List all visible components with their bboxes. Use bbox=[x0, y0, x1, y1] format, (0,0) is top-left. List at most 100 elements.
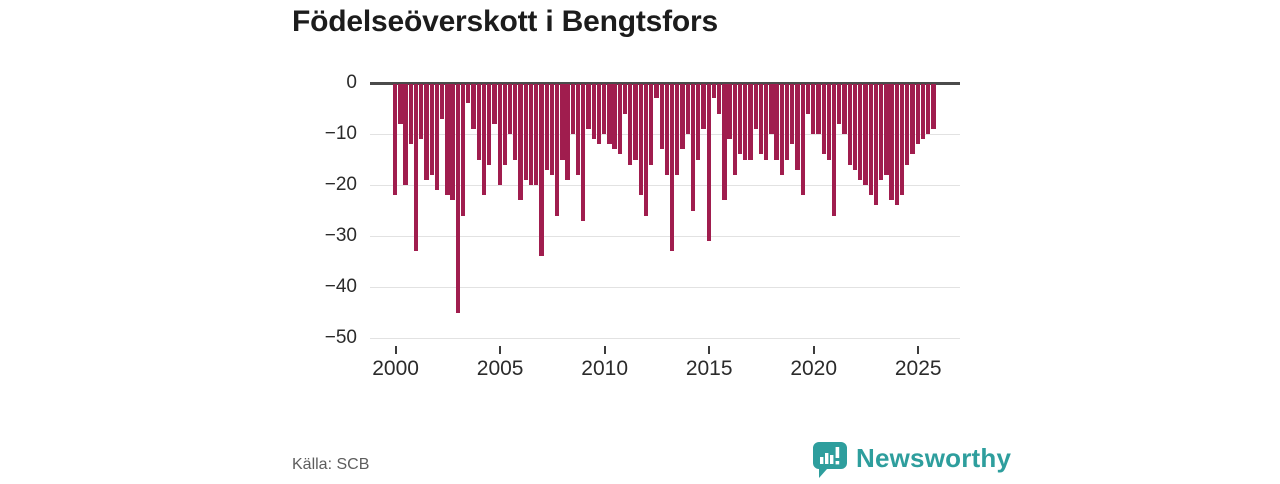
x-axis-tick-mark bbox=[708, 346, 711, 354]
bar bbox=[507, 84, 513, 134]
bar bbox=[706, 84, 711, 242]
x-axis-tick-mark bbox=[394, 346, 397, 354]
bar bbox=[727, 84, 732, 140]
bar bbox=[460, 84, 466, 216]
bar bbox=[873, 84, 879, 206]
bar bbox=[795, 84, 800, 170]
bar bbox=[879, 84, 884, 180]
zero-axis-line bbox=[370, 81, 960, 85]
bar bbox=[607, 84, 612, 145]
bar bbox=[455, 84, 460, 313]
y-gridline bbox=[370, 287, 960, 288]
bar bbox=[581, 84, 586, 221]
bar bbox=[419, 84, 424, 140]
x-axis-tick-label: 2025 bbox=[894, 357, 942, 380]
y-axis-tick-label: −30 bbox=[324, 225, 357, 246]
bar bbox=[837, 84, 842, 124]
bar bbox=[811, 84, 816, 134]
bar bbox=[492, 84, 497, 124]
bar bbox=[732, 84, 737, 175]
bar bbox=[408, 84, 413, 145]
y-gridline bbox=[370, 338, 960, 339]
bar bbox=[748, 84, 753, 160]
bar bbox=[518, 84, 523, 201]
y-axis-tick-label: −10 bbox=[324, 123, 357, 144]
bar bbox=[633, 84, 638, 160]
bar bbox=[659, 84, 664, 150]
bar bbox=[800, 84, 805, 196]
bar bbox=[654, 84, 659, 99]
bar bbox=[779, 84, 784, 175]
bar bbox=[628, 84, 633, 165]
bar bbox=[769, 84, 774, 134]
bar bbox=[669, 84, 675, 252]
bar bbox=[622, 84, 628, 114]
bar bbox=[476, 84, 481, 160]
bar bbox=[931, 84, 936, 129]
bar bbox=[675, 84, 680, 175]
bar bbox=[889, 84, 894, 201]
bar bbox=[868, 84, 873, 196]
bar bbox=[858, 84, 863, 180]
bar bbox=[894, 84, 899, 206]
y-axis-tick-label: 0 bbox=[346, 72, 357, 93]
bar bbox=[915, 84, 920, 145]
x-axis-tick-mark bbox=[499, 346, 502, 354]
x-axis-tick-label: 2010 bbox=[581, 357, 628, 380]
bar bbox=[758, 84, 764, 155]
bar bbox=[534, 84, 539, 185]
bar bbox=[764, 84, 769, 160]
bar bbox=[398, 84, 403, 124]
bar bbox=[393, 84, 398, 196]
bar bbox=[596, 84, 602, 145]
bar bbox=[424, 84, 429, 180]
bar bbox=[549, 84, 555, 175]
y-gridline bbox=[370, 185, 960, 186]
bar bbox=[602, 84, 607, 134]
bar bbox=[528, 84, 534, 185]
newsworthy-speech-bubble-chart-icon bbox=[812, 441, 848, 484]
bar bbox=[696, 84, 701, 160]
x-axis-tick-label: 2005 bbox=[476, 357, 524, 380]
bar bbox=[403, 84, 408, 185]
bar bbox=[612, 84, 617, 150]
source-label: Källa: SCB bbox=[292, 456, 370, 473]
bar bbox=[805, 84, 811, 114]
bar bbox=[899, 84, 905, 196]
bar bbox=[539, 84, 544, 257]
y-axis-tick-label: −40 bbox=[324, 276, 357, 297]
bar bbox=[680, 84, 685, 150]
bar bbox=[497, 84, 502, 185]
bar bbox=[429, 84, 434, 175]
bar bbox=[852, 84, 858, 170]
bar bbox=[863, 84, 868, 185]
bar bbox=[790, 84, 795, 145]
bar bbox=[753, 84, 758, 129]
bar bbox=[471, 84, 476, 129]
bar bbox=[722, 84, 727, 201]
bar bbox=[450, 84, 455, 201]
bar bbox=[487, 84, 492, 165]
bar bbox=[910, 84, 915, 155]
bar bbox=[591, 84, 596, 140]
bar bbox=[649, 84, 654, 165]
x-axis-tick-mark bbox=[603, 346, 606, 354]
bar bbox=[434, 84, 440, 191]
bar bbox=[555, 84, 560, 216]
bar bbox=[575, 84, 581, 175]
bar bbox=[523, 84, 528, 180]
bar bbox=[821, 84, 826, 155]
x-axis-tick-label: 2015 bbox=[685, 357, 733, 380]
bar bbox=[784, 84, 790, 160]
bar bbox=[586, 84, 591, 129]
bar bbox=[842, 84, 847, 134]
y-axis-tick-label: −50 bbox=[324, 327, 357, 348]
bar bbox=[690, 84, 696, 211]
y-gridline bbox=[370, 236, 960, 237]
bar bbox=[513, 84, 518, 160]
x-axis-tick-mark bbox=[917, 346, 920, 354]
bar bbox=[565, 84, 570, 180]
bar bbox=[816, 84, 821, 134]
bar bbox=[617, 84, 622, 155]
